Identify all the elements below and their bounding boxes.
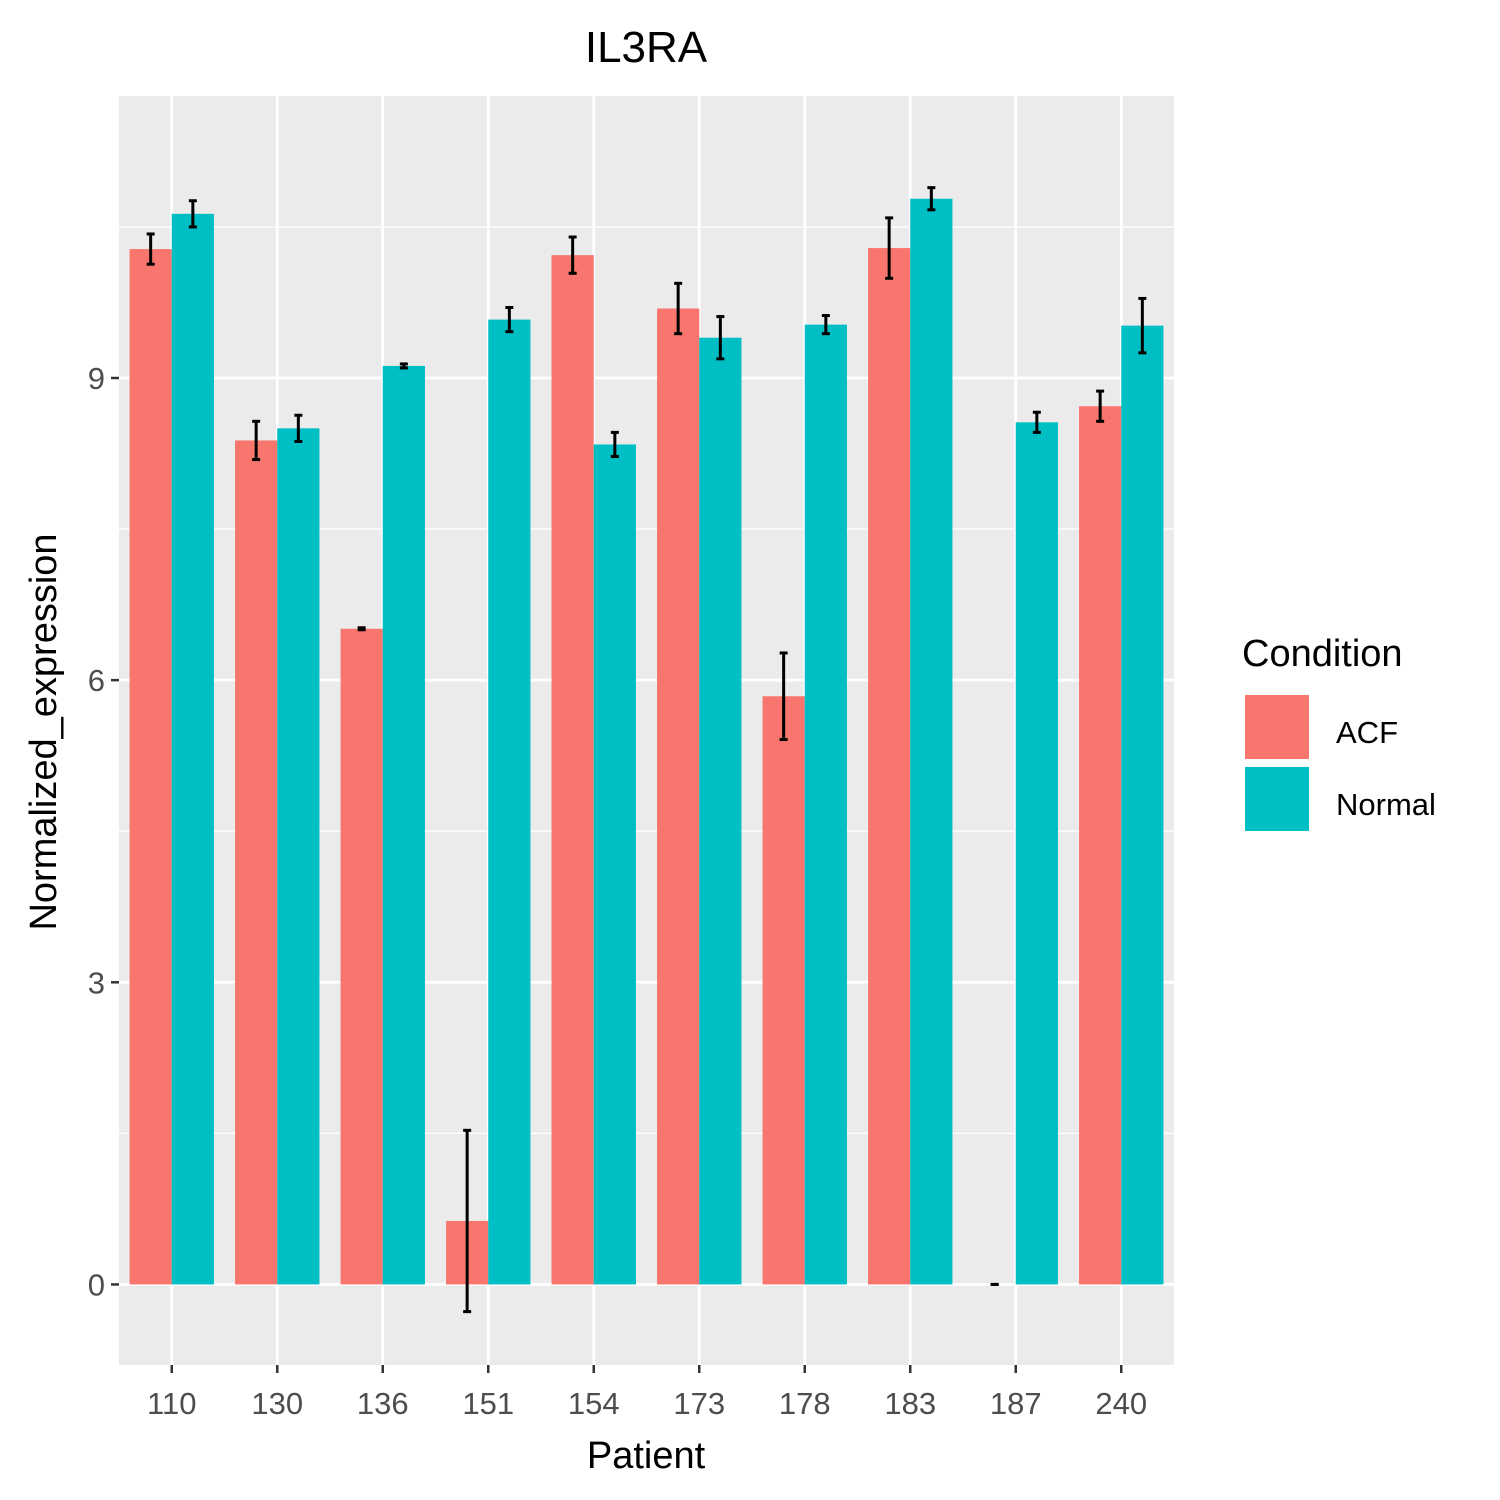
chart-title: IL3RA [585, 23, 708, 72]
error-bar-acf-130 [252, 419, 261, 462]
bar-normal-240 [1121, 325, 1164, 1285]
bar-normal-110 [171, 213, 214, 1285]
bar-normal-136 [382, 365, 425, 1285]
bars [129, 198, 1164, 1285]
legend-key-normal [1243, 765, 1311, 833]
error-bar-normal-110 [188, 199, 197, 229]
legend-label-acf: ACF [1336, 715, 1398, 750]
legend-label-normal: Normal [1336, 787, 1436, 822]
bar-acf-130 [235, 440, 278, 1285]
y-tick-label: 3 [88, 965, 105, 1000]
bar-normal-151 [488, 319, 531, 1285]
error-bar-normal-154 [610, 430, 619, 459]
bar-normal-183 [910, 198, 953, 1285]
error-bar-normal-187 [1032, 410, 1041, 434]
error-bar-normal-136 [399, 362, 408, 370]
error-bar-acf-178 [779, 651, 788, 742]
error-bar-acf-136 [357, 626, 366, 632]
error-bar-normal-173 [716, 315, 725, 361]
error-bar-normal-130 [294, 413, 303, 443]
y-axis-title: Normalized_expression [23, 533, 65, 930]
bar-normal-178 [804, 324, 847, 1285]
y-axis: 0 3 6 9 [88, 361, 119, 1302]
x-tick-label: 178 [779, 1386, 831, 1421]
bar-acf-154 [551, 255, 594, 1285]
x-tick-label: 151 [462, 1386, 514, 1421]
error-bars [146, 186, 1147, 1314]
x-tick-label: 240 [1095, 1386, 1147, 1421]
error-bar-acf-151 [463, 1128, 472, 1314]
x-tick-label: 187 [990, 1386, 1042, 1421]
bar-acf-136 [340, 628, 383, 1285]
y-tick-label: 6 [88, 663, 105, 698]
bar-acf-178 [762, 696, 805, 1285]
bar-acf-183 [868, 248, 911, 1285]
bar-normal-130 [277, 428, 320, 1285]
x-tick-label: 154 [568, 1386, 620, 1421]
error-bar-normal-183 [927, 186, 936, 212]
x-tick-label: 183 [884, 1386, 936, 1421]
bar-acf-110 [129, 249, 172, 1285]
x-tick-label: 110 [147, 1386, 196, 1421]
error-bar-acf-173 [674, 281, 683, 336]
bar-acf-240 [1079, 406, 1122, 1285]
bar-normal-173 [699, 337, 742, 1285]
bar-normal-187 [1015, 422, 1058, 1285]
error-bar-normal-151 [505, 306, 514, 334]
x-tick-label: 130 [251, 1386, 303, 1421]
y-tick-label: 9 [88, 361, 105, 396]
legend: Condition ACF Normal [1242, 633, 1436, 833]
x-tick-label: 136 [357, 1386, 409, 1421]
x-axis-title: Patient [587, 1435, 706, 1477]
legend-title: Condition [1242, 633, 1403, 675]
y-tick-label: 0 [88, 1267, 105, 1302]
x-axis: 110 130 136 151 154 173 178 183 187 240 [147, 1365, 1147, 1421]
error-bar-acf-110 [146, 232, 155, 266]
error-bar-acf-154 [568, 235, 577, 275]
error-bar-acf-183 [885, 216, 894, 280]
x-tick-label: 173 [673, 1386, 725, 1421]
bar-acf-173 [657, 308, 700, 1285]
error-bar-normal-178 [821, 314, 830, 336]
bar-normal-154 [593, 444, 636, 1285]
error-bar-normal-240 [1138, 296, 1147, 355]
legend-key-acf [1243, 693, 1311, 761]
error-bar-acf-240 [1096, 389, 1105, 423]
